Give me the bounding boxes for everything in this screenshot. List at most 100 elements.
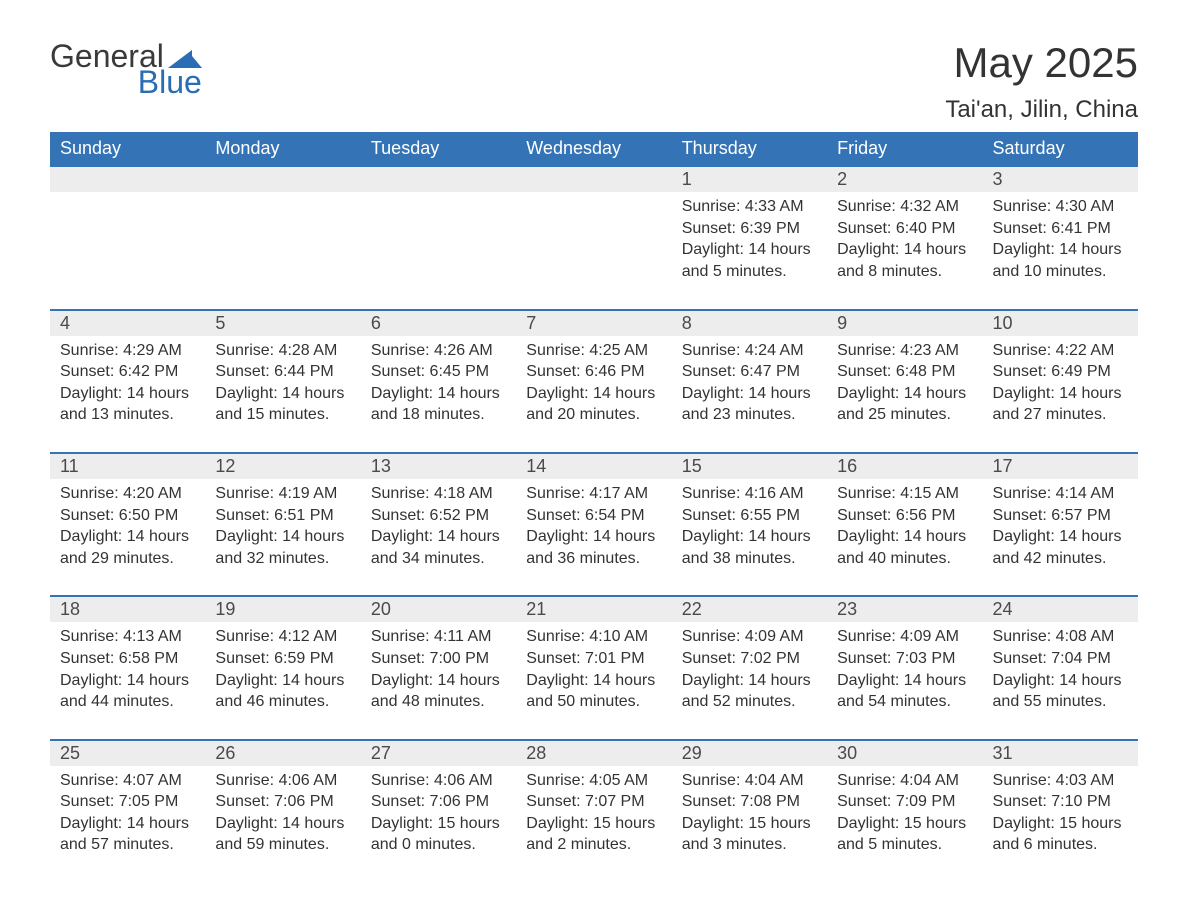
day-cell: Sunrise: 4:09 AMSunset: 7:02 PMDaylight:… <box>672 622 827 738</box>
daylight-line: Daylight: 14 hours and 40 minutes. <box>837 526 972 569</box>
sunset-line: Sunset: 6:55 PM <box>682 505 817 527</box>
sunrise-line: Sunrise: 4:04 AM <box>837 770 972 792</box>
day-cell: Sunrise: 4:09 AMSunset: 7:03 PMDaylight:… <box>827 622 982 738</box>
day-number-cell: 16 <box>827 454 982 479</box>
day-cell: Sunrise: 4:25 AMSunset: 6:46 PMDaylight:… <box>516 336 671 452</box>
sunrise-line: Sunrise: 4:08 AM <box>993 626 1128 648</box>
day-cell: Sunrise: 4:17 AMSunset: 6:54 PMDaylight:… <box>516 479 671 595</box>
sunrise-line: Sunrise: 4:32 AM <box>837 196 972 218</box>
day-number-row: 25262728293031 <box>50 741 1138 766</box>
day-body-row: Sunrise: 4:33 AMSunset: 6:39 PMDaylight:… <box>50 192 1138 308</box>
sunrise-line: Sunrise: 4:28 AM <box>215 340 350 362</box>
day-cell: Sunrise: 4:05 AMSunset: 7:07 PMDaylight:… <box>516 766 671 882</box>
daylight-line: Daylight: 14 hours and 54 minutes. <box>837 670 972 713</box>
daylight-line: Daylight: 14 hours and 8 minutes. <box>837 239 972 282</box>
day-number-cell: 30 <box>827 741 982 766</box>
day-cell: Sunrise: 4:23 AMSunset: 6:48 PMDaylight:… <box>827 336 982 452</box>
sunrise-line: Sunrise: 4:29 AM <box>60 340 195 362</box>
day-number-cell: 31 <box>983 741 1138 766</box>
daylight-line: Daylight: 14 hours and 55 minutes. <box>993 670 1128 713</box>
day-number-cell: 12 <box>205 454 360 479</box>
calendar-grid: SundayMondayTuesdayWednesdayThursdayFrid… <box>50 132 1138 882</box>
day-cell: Sunrise: 4:08 AMSunset: 7:04 PMDaylight:… <box>983 622 1138 738</box>
sunrise-line: Sunrise: 4:25 AM <box>526 340 661 362</box>
weekday-header-cell: Friday <box>827 132 982 165</box>
sunrise-line: Sunrise: 4:18 AM <box>371 483 506 505</box>
day-cell <box>50 192 205 308</box>
daylight-line: Daylight: 14 hours and 32 minutes. <box>215 526 350 569</box>
sunset-line: Sunset: 6:54 PM <box>526 505 661 527</box>
sunset-line: Sunset: 7:05 PM <box>60 791 195 813</box>
day-number-cell: 2 <box>827 167 982 192</box>
day-number-cell: 10 <box>983 311 1138 336</box>
sunrise-line: Sunrise: 4:12 AM <box>215 626 350 648</box>
brand-word2: Blue <box>112 66 202 98</box>
sunrise-line: Sunrise: 4:20 AM <box>60 483 195 505</box>
calendar-week: 45678910Sunrise: 4:29 AMSunset: 6:42 PMD… <box>50 309 1138 452</box>
sunset-line: Sunset: 7:07 PM <box>526 791 661 813</box>
day-number-cell: 13 <box>361 454 516 479</box>
day-number-cell: 28 <box>516 741 671 766</box>
day-number-cell: 11 <box>50 454 205 479</box>
sunrise-line: Sunrise: 4:22 AM <box>993 340 1128 362</box>
calendar-week: 123Sunrise: 4:33 AMSunset: 6:39 PMDaylig… <box>50 165 1138 308</box>
day-number-cell: 14 <box>516 454 671 479</box>
day-number-cell: 19 <box>205 597 360 622</box>
sunrise-line: Sunrise: 4:06 AM <box>215 770 350 792</box>
day-cell: Sunrise: 4:26 AMSunset: 6:45 PMDaylight:… <box>361 336 516 452</box>
daylight-line: Daylight: 14 hours and 13 minutes. <box>60 383 195 426</box>
sunset-line: Sunset: 6:40 PM <box>837 218 972 240</box>
day-cell: Sunrise: 4:06 AMSunset: 7:06 PMDaylight:… <box>205 766 360 882</box>
daylight-line: Daylight: 14 hours and 34 minutes. <box>371 526 506 569</box>
brand-logo: General Blue <box>50 40 202 98</box>
sunrise-line: Sunrise: 4:33 AM <box>682 196 817 218</box>
day-number-cell: 9 <box>827 311 982 336</box>
daylight-line: Daylight: 14 hours and 23 minutes. <box>682 383 817 426</box>
day-number-cell <box>361 167 516 192</box>
daylight-line: Daylight: 14 hours and 5 minutes. <box>682 239 817 282</box>
sunrise-line: Sunrise: 4:16 AM <box>682 483 817 505</box>
title-block: May 2025 Tai'an, Jilin, China <box>945 40 1138 124</box>
sunset-line: Sunset: 6:44 PM <box>215 361 350 383</box>
day-number-cell: 29 <box>672 741 827 766</box>
sunrise-line: Sunrise: 4:24 AM <box>682 340 817 362</box>
sunset-line: Sunset: 6:45 PM <box>371 361 506 383</box>
daylight-line: Daylight: 14 hours and 25 minutes. <box>837 383 972 426</box>
weekday-header-cell: Thursday <box>672 132 827 165</box>
sunset-line: Sunset: 7:10 PM <box>993 791 1128 813</box>
day-cell: Sunrise: 4:20 AMSunset: 6:50 PMDaylight:… <box>50 479 205 595</box>
sunset-line: Sunset: 6:51 PM <box>215 505 350 527</box>
day-cell: Sunrise: 4:15 AMSunset: 6:56 PMDaylight:… <box>827 479 982 595</box>
sunrise-line: Sunrise: 4:13 AM <box>60 626 195 648</box>
day-cell: Sunrise: 4:18 AMSunset: 6:52 PMDaylight:… <box>361 479 516 595</box>
sunset-line: Sunset: 6:46 PM <box>526 361 661 383</box>
day-cell <box>361 192 516 308</box>
daylight-line: Daylight: 14 hours and 38 minutes. <box>682 526 817 569</box>
daylight-line: Daylight: 14 hours and 52 minutes. <box>682 670 817 713</box>
day-body-row: Sunrise: 4:07 AMSunset: 7:05 PMDaylight:… <box>50 766 1138 882</box>
sunrise-line: Sunrise: 4:11 AM <box>371 626 506 648</box>
day-body-row: Sunrise: 4:13 AMSunset: 6:58 PMDaylight:… <box>50 622 1138 738</box>
sunset-line: Sunset: 6:47 PM <box>682 361 817 383</box>
day-cell: Sunrise: 4:28 AMSunset: 6:44 PMDaylight:… <box>205 336 360 452</box>
daylight-line: Daylight: 14 hours and 57 minutes. <box>60 813 195 856</box>
calendar-page: General Blue May 2025 Tai'an, Jilin, Chi… <box>0 0 1188 912</box>
sunset-line: Sunset: 7:00 PM <box>371 648 506 670</box>
daylight-line: Daylight: 14 hours and 18 minutes. <box>371 383 506 426</box>
day-cell: Sunrise: 4:04 AMSunset: 7:08 PMDaylight:… <box>672 766 827 882</box>
sunrise-line: Sunrise: 4:10 AM <box>526 626 661 648</box>
day-cell: Sunrise: 4:11 AMSunset: 7:00 PMDaylight:… <box>361 622 516 738</box>
day-cell: Sunrise: 4:12 AMSunset: 6:59 PMDaylight:… <box>205 622 360 738</box>
sunrise-line: Sunrise: 4:03 AM <box>993 770 1128 792</box>
day-cell: Sunrise: 4:32 AMSunset: 6:40 PMDaylight:… <box>827 192 982 308</box>
sunrise-line: Sunrise: 4:14 AM <box>993 483 1128 505</box>
day-number-cell <box>50 167 205 192</box>
daylight-line: Daylight: 14 hours and 27 minutes. <box>993 383 1128 426</box>
sunset-line: Sunset: 7:08 PM <box>682 791 817 813</box>
sunset-line: Sunset: 6:39 PM <box>682 218 817 240</box>
daylight-line: Daylight: 14 hours and 36 minutes. <box>526 526 661 569</box>
day-number-cell: 7 <box>516 311 671 336</box>
sunset-line: Sunset: 7:04 PM <box>993 648 1128 670</box>
sunset-line: Sunset: 6:59 PM <box>215 648 350 670</box>
day-cell: Sunrise: 4:06 AMSunset: 7:06 PMDaylight:… <box>361 766 516 882</box>
